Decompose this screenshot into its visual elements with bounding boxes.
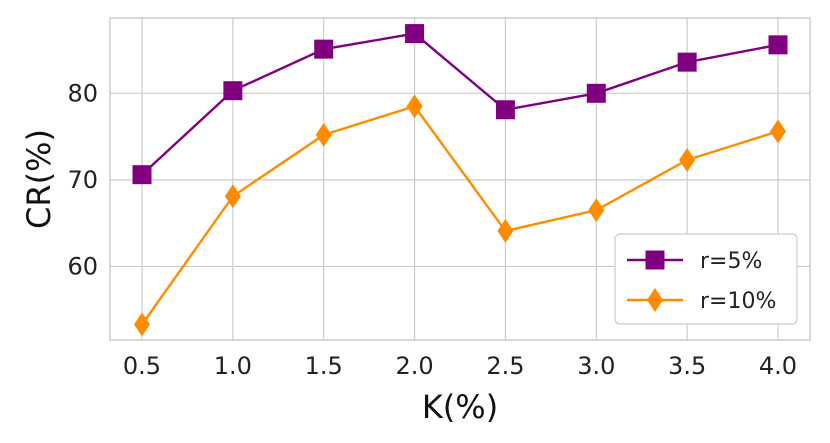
x-tick-label: 3.0 — [577, 352, 615, 380]
series-1 — [132, 24, 788, 185]
legend-item: r=10% — [627, 288, 776, 314]
legend-items: r=5% r=10% — [627, 249, 776, 314]
y-tick-labels: 60 70 80 — [67, 79, 98, 280]
data-point — [223, 81, 243, 101]
legend-marker — [647, 288, 663, 312]
data-point — [679, 147, 696, 172]
data-point — [677, 52, 697, 72]
series-2 — [134, 94, 786, 337]
data-point — [495, 100, 515, 120]
x-tick-label: 4.0 — [759, 352, 797, 380]
data-point — [224, 184, 241, 209]
series-group — [132, 24, 788, 337]
data-point — [586, 83, 606, 103]
plot-frame — [109, 17, 811, 341]
x-tick-labels: 0.5 1.0 1.5 2.0 2.5 3.0 3.5 4.0 — [123, 352, 797, 380]
x-tick-label: 1.5 — [305, 352, 343, 380]
x-tick-label: 1.0 — [214, 352, 252, 380]
series-line — [141, 32, 779, 176]
data-point — [406, 94, 423, 119]
data-point — [315, 122, 332, 147]
legend: r=5% r=10% — [614, 233, 798, 325]
legend-marker — [645, 250, 665, 270]
data-point — [588, 198, 605, 223]
legend-label: r=10% — [700, 289, 776, 314]
data-point — [132, 165, 152, 185]
data-point — [134, 312, 150, 337]
data-point — [497, 218, 514, 243]
y-tick-label: 60 — [67, 252, 98, 280]
legend-item: r=5% — [627, 249, 762, 274]
x-axis-label: K(%) — [422, 388, 498, 426]
data-point — [770, 119, 786, 144]
y-axis-label: CR(%) — [20, 129, 58, 229]
y-tick-label: 80 — [67, 79, 98, 107]
data-point — [405, 24, 425, 44]
series-line — [141, 104, 779, 326]
x-tick-label: 2.5 — [486, 352, 524, 380]
x-tick-label: 0.5 — [123, 352, 161, 380]
data-point — [314, 39, 334, 59]
legend-label: r=5% — [700, 249, 762, 274]
data-point — [768, 35, 788, 55]
x-tick-label: 3.5 — [668, 352, 706, 380]
x-tick-label: 2.0 — [395, 352, 433, 380]
y-tick-label: 70 — [67, 166, 98, 194]
